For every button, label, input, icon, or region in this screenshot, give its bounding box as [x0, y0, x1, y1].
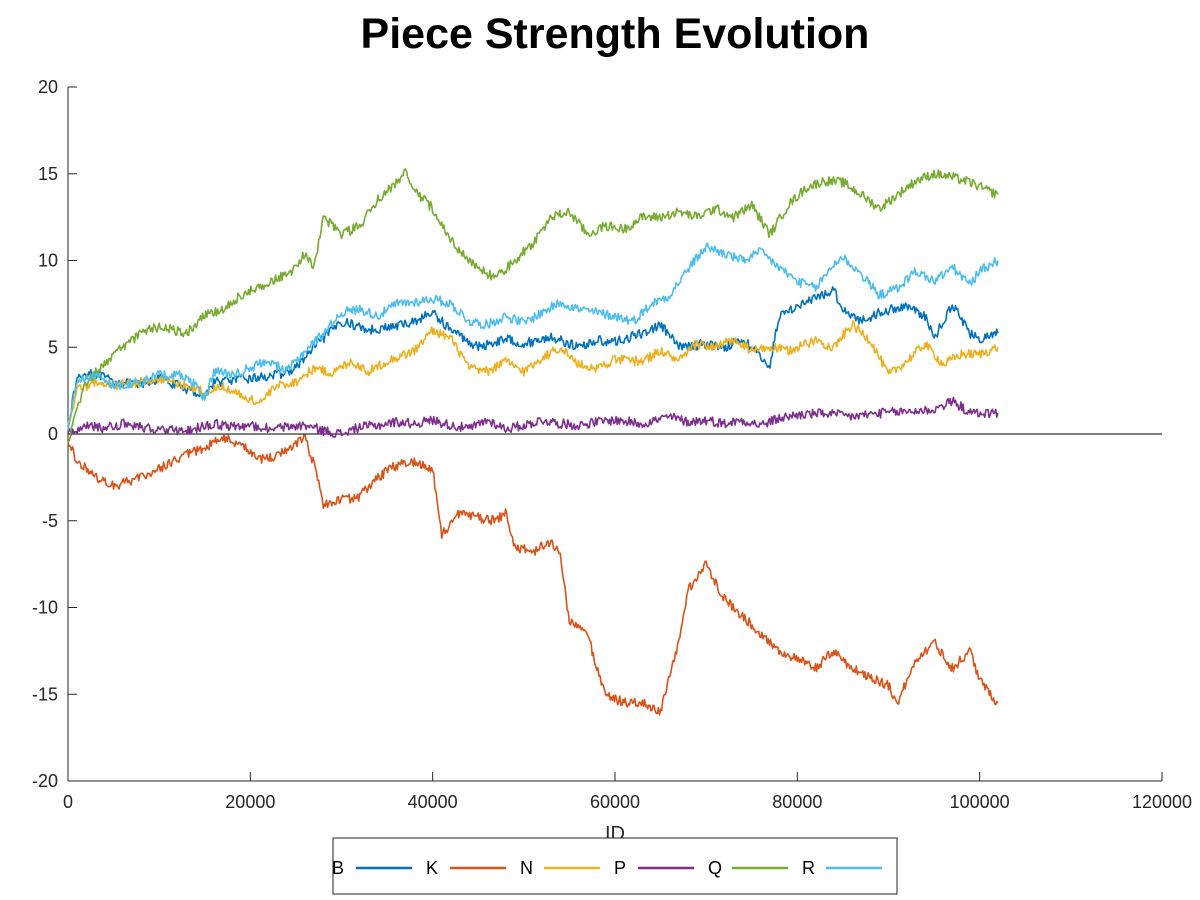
series-line-Q — [67, 168, 999, 444]
x-tick-label: 0 — [63, 792, 73, 812]
y-tick-label: 15 — [38, 164, 58, 184]
series-line-K — [67, 434, 999, 716]
series-line-R — [67, 242, 999, 431]
x-tick-label: 80000 — [772, 792, 822, 812]
x-tick-label: 100000 — [950, 792, 1010, 812]
x-tick-label: 120000 — [1132, 792, 1192, 812]
series-line-P — [67, 396, 999, 438]
x-tick-label: 20000 — [225, 792, 275, 812]
y-tick-label: 0 — [48, 424, 58, 444]
legend-label-K: K — [426, 858, 438, 878]
y-tick-label: -5 — [42, 511, 58, 531]
legend-label-R: R — [802, 858, 815, 878]
legend-label-N: N — [520, 858, 533, 878]
series-lines — [67, 168, 999, 716]
legend-box — [332, 837, 898, 895]
series-line-N — [67, 320, 999, 426]
y-tick-label: -10 — [32, 598, 58, 618]
chart-title: Piece Strength Evolution — [361, 10, 870, 58]
x-tick-label: 60000 — [590, 792, 640, 812]
y-tick-label: 5 — [48, 337, 58, 357]
x-tick-label: 40000 — [408, 792, 458, 812]
y-tick-label: -20 — [32, 771, 58, 791]
y-tick-label: 10 — [38, 251, 58, 271]
y-tick-label: 20 — [38, 77, 58, 97]
legend-label-Q: Q — [708, 858, 722, 878]
legend-label-P: P — [614, 858, 626, 878]
legend-label-B: B — [332, 858, 344, 878]
axes: 0 20000 40000 60000 80000 100000 120000 -20 -15 -… — [32, 77, 1192, 812]
y-tick-label: -15 — [32, 684, 58, 704]
series-line-B — [67, 286, 999, 426]
